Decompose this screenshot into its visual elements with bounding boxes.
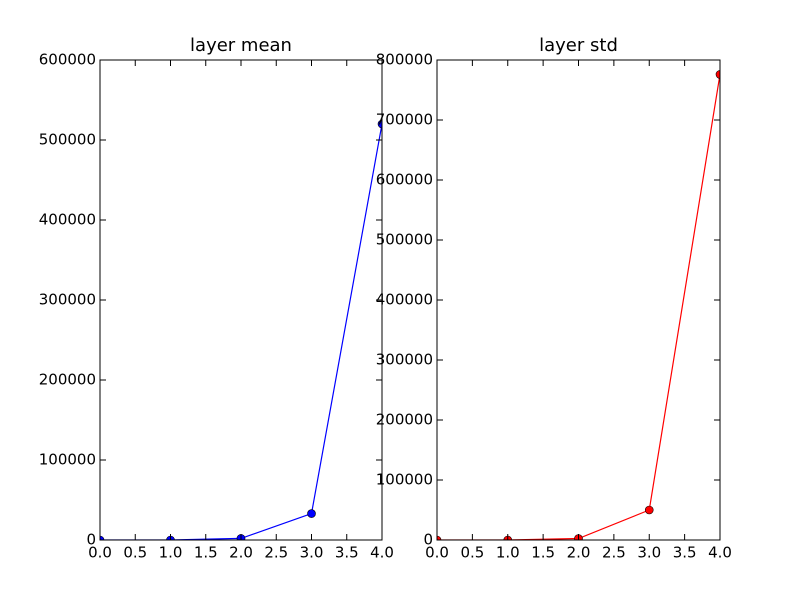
y-tick-label: 0 <box>423 531 433 549</box>
x-tick-label: 0.0 <box>425 544 449 562</box>
y-tick-label: 300000 <box>39 291 96 309</box>
y-tick-label: 700000 <box>376 111 433 129</box>
point-marker <box>377 119 382 129</box>
x-tick-label: 0.0 <box>88 544 112 562</box>
subplot: layer mean 0 100000 200000 300000 400000 50000… <box>39 35 394 562</box>
x-tick-label: 4.0 <box>370 544 394 562</box>
x-tick-label: 2.0 <box>567 544 591 562</box>
plot-area <box>437 70 720 540</box>
subplot: layer std 0 100000 200000 300000 400000 500000… <box>376 35 732 562</box>
y-tick-label: 800000 <box>376 51 433 69</box>
y-tick-label: 300000 <box>376 351 433 369</box>
y-tick-label: 400000 <box>376 291 433 309</box>
y-tick-label: 100000 <box>376 471 433 489</box>
y-tick-label: 600000 <box>376 171 433 189</box>
point-marker <box>437 535 442 540</box>
x-tick-label: 1.5 <box>194 544 218 562</box>
x-tick-label: 3.5 <box>673 544 697 562</box>
point-marker <box>307 509 316 518</box>
axes-frame <box>436 59 721 541</box>
x-tick-label: 2.5 <box>602 544 626 562</box>
x-tick-label: 0.5 <box>123 544 147 562</box>
x-tick-label: 3.5 <box>335 544 359 562</box>
y-tick-label: 200000 <box>39 371 96 389</box>
y-tick-label: 600000 <box>39 51 96 69</box>
x-tick-label: 1.5 <box>531 544 555 562</box>
x-tick-label: 3.0 <box>300 544 324 562</box>
y-tick-label: 400000 <box>39 211 96 229</box>
y-tick-label: 0 <box>86 531 96 549</box>
x-tick-label: 4.0 <box>708 544 732 562</box>
x-tick-label: 2.0 <box>229 544 253 562</box>
series-line <box>437 74 720 540</box>
y-tick-label: 100000 <box>39 451 96 469</box>
series-line <box>100 123 382 540</box>
x-tick-label: 2.5 <box>264 544 288 562</box>
point-marker <box>644 505 654 515</box>
y-tick-label: 500000 <box>39 131 96 149</box>
y-tick-label: 200000 <box>376 411 433 429</box>
x-tick-label: 1.0 <box>159 544 183 562</box>
y-tick-label: 500000 <box>376 231 433 249</box>
plot-area <box>100 119 382 540</box>
x-tick-label: 1.0 <box>496 544 520 562</box>
chart-title: layer std <box>539 35 618 56</box>
x-tick-label: 3.0 <box>637 544 661 562</box>
chart-title: layer mean <box>190 35 292 56</box>
point-marker <box>715 70 720 79</box>
axes-frame <box>99 59 383 541</box>
x-tick-label: 0.5 <box>460 544 484 562</box>
point-marker <box>100 535 105 540</box>
